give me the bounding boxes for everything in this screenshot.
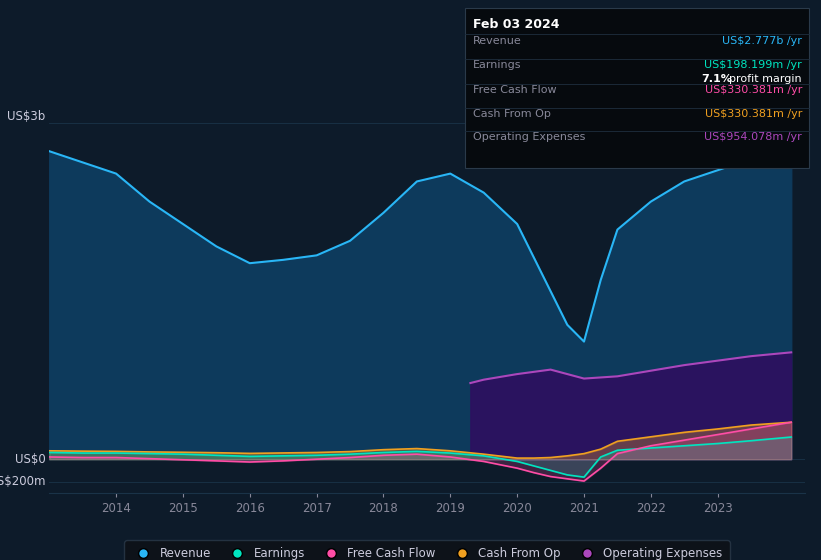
Text: US$330.381m /yr: US$330.381m /yr	[704, 109, 802, 119]
Text: US$954.078m /yr: US$954.078m /yr	[704, 132, 802, 142]
Text: US$0: US$0	[15, 452, 45, 466]
Text: US$2.777b /yr: US$2.777b /yr	[722, 36, 802, 46]
Text: -US$200m: -US$200m	[0, 475, 45, 488]
Text: US$198.199m /yr: US$198.199m /yr	[704, 60, 802, 70]
Text: Revenue: Revenue	[473, 36, 521, 46]
Text: Earnings: Earnings	[473, 60, 521, 70]
Text: US$3b: US$3b	[7, 110, 45, 123]
Text: US$330.381m /yr: US$330.381m /yr	[704, 85, 802, 95]
Text: Cash From Op: Cash From Op	[473, 109, 551, 119]
Text: Feb 03 2024: Feb 03 2024	[473, 18, 559, 31]
Legend: Revenue, Earnings, Free Cash Flow, Cash From Op, Operating Expenses: Revenue, Earnings, Free Cash Flow, Cash …	[124, 540, 730, 560]
Text: 7.1%: 7.1%	[701, 74, 732, 84]
Text: profit margin: profit margin	[730, 74, 802, 84]
Text: Free Cash Flow: Free Cash Flow	[473, 85, 557, 95]
Text: Operating Expenses: Operating Expenses	[473, 132, 585, 142]
